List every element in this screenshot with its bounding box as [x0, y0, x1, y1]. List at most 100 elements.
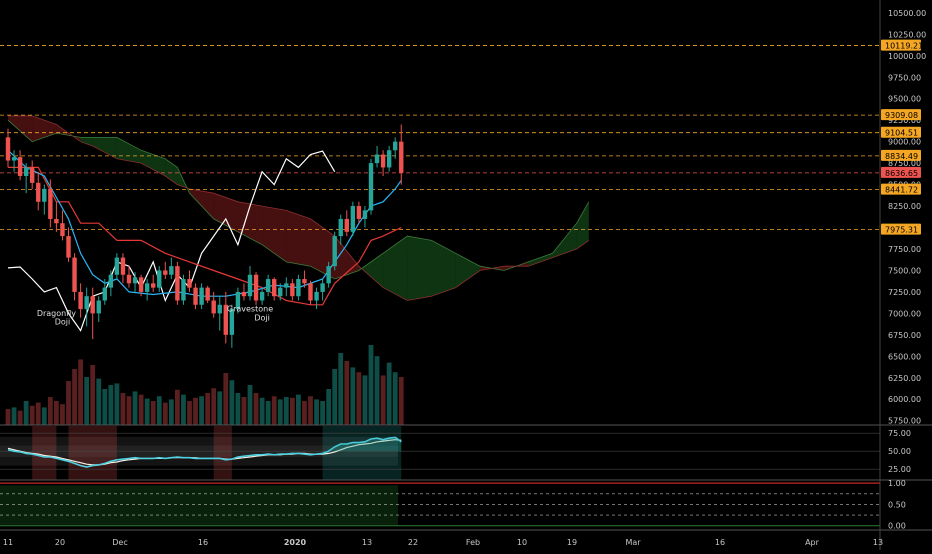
- volume-bar: [326, 389, 332, 425]
- cloud-leading-span-b: [8, 115, 590, 301]
- price-tag-box: [881, 183, 921, 195]
- candle-body: [368, 163, 374, 211]
- candle-body: [169, 266, 174, 275]
- candle-body: [217, 304, 222, 314]
- price-tick-label: 8750.00: [888, 159, 921, 168]
- rsi-tick-label: 75.00: [888, 429, 911, 438]
- cloud-leading-span-a: [7, 119, 590, 280]
- candle-body: [320, 283, 325, 292]
- candle-body: [126, 274, 132, 284]
- candle-body: [78, 291, 83, 310]
- price-tag: 7975.31: [881, 223, 921, 235]
- oscillator-tick-label: 1.00: [888, 479, 906, 488]
- time-tick-label: 19: [567, 538, 577, 547]
- candle-body: [374, 154, 380, 164]
- price-tag: 8441.72: [881, 183, 921, 195]
- volume-bar: [314, 399, 319, 425]
- cloud-segment: [80, 137, 93, 146]
- price-tick-label: 7000.00: [888, 309, 921, 318]
- candle-body: [11, 157, 17, 161]
- volume-bar: [78, 359, 83, 425]
- candle-body: [66, 236, 71, 258]
- kijun-line: [8, 166, 402, 306]
- volume-bar: [11, 407, 17, 425]
- volume-bar: [132, 391, 138, 425]
- price-axis[interactable]: 10500.00 10250.00 10000.00 9750.00 9500.00 92…: [879, 0, 926, 550]
- candle-body: [138, 277, 144, 292]
- volume-bar: [265, 401, 271, 425]
- candle-body: [241, 291, 247, 297]
- volume-bar: [308, 396, 313, 425]
- price-tag-label: 8441.72: [885, 186, 918, 195]
- volume-bar: [235, 393, 241, 425]
- time-tick-label: 10: [517, 538, 527, 547]
- price-tick-label: 10250.00: [888, 30, 926, 39]
- time-axis[interactable]: 11 20 Dec 16 2020 13 22 Feb 10 19 Mar 16 Apr 13: [3, 538, 883, 547]
- volume-bar: [205, 393, 211, 425]
- volume-bar: [199, 396, 204, 425]
- candle-body: [108, 274, 114, 288]
- cloud-segment: [32, 115, 57, 142]
- time-tick-label: 11: [3, 538, 13, 547]
- volume-bar: [241, 397, 247, 425]
- volume-bar: [90, 365, 96, 425]
- candle-body: [193, 287, 198, 305]
- price-tag: 9309.08: [881, 109, 921, 121]
- volume-bar: [168, 399, 174, 425]
- candle-body: [247, 274, 253, 297]
- cloud-segment: [431, 240, 456, 297]
- volume-bar: [259, 397, 265, 425]
- volume-bar: [374, 356, 380, 425]
- volume-bar: [223, 373, 229, 425]
- rsi-line: [7, 436, 402, 468]
- candle-body: [253, 274, 259, 301]
- volume-bar: [102, 389, 108, 425]
- volume-bar: [283, 397, 289, 425]
- volume-bar: [17, 410, 23, 425]
- time-tick-label: 16: [715, 538, 725, 547]
- price-tag-label: 7975.31: [885, 226, 918, 235]
- volume-bar: [5, 409, 11, 425]
- candle-body: [42, 188, 47, 202]
- cloud-segment: [141, 150, 166, 177]
- volume-bar: [187, 401, 192, 425]
- candle-body: [5, 137, 11, 161]
- volume-bar: [138, 394, 144, 425]
- time-tick-label: 20: [55, 538, 65, 547]
- price-tick-label: 9250.00: [888, 116, 921, 125]
- candle-body: [151, 283, 156, 288]
- candle-body: [30, 167, 35, 183]
- cloud-segment: [262, 206, 287, 262]
- candle-body: [356, 206, 362, 219]
- price-tick-label: 6750.00: [888, 331, 921, 340]
- price-tag-box: [881, 149, 921, 161]
- candle-body: [386, 150, 392, 168]
- rsi-pane: [0, 424, 932, 480]
- volume-bar: [144, 398, 150, 425]
- candle-body: [72, 257, 77, 292]
- price-tag-label: 8834.49: [885, 152, 918, 161]
- annotation-label: Gravestone: [227, 305, 273, 314]
- volume-bar: [217, 391, 223, 425]
- candle-body: [265, 279, 271, 292]
- rsi-highlight-zone: [32, 426, 57, 480]
- candle-body: [60, 223, 65, 237]
- candle-body: [187, 279, 192, 288]
- volume-bars: [5, 345, 404, 425]
- price-tag-box: [881, 126, 921, 138]
- volume-bar: [156, 396, 162, 425]
- volume-bar: [211, 388, 217, 425]
- candle-body: [362, 210, 368, 219]
- cloud-segment: [92, 137, 117, 159]
- candle-body: [199, 287, 204, 305]
- volume-bar: [338, 353, 344, 425]
- candle-body: [96, 300, 101, 314]
- price-tag: 8834.49: [881, 149, 921, 161]
- time-tick-label: Dec: [112, 538, 127, 547]
- cloud-segment: [576, 201, 589, 249]
- volume-bar: [150, 401, 156, 425]
- cloud-segment: [383, 236, 408, 301]
- candle-body: [326, 266, 331, 284]
